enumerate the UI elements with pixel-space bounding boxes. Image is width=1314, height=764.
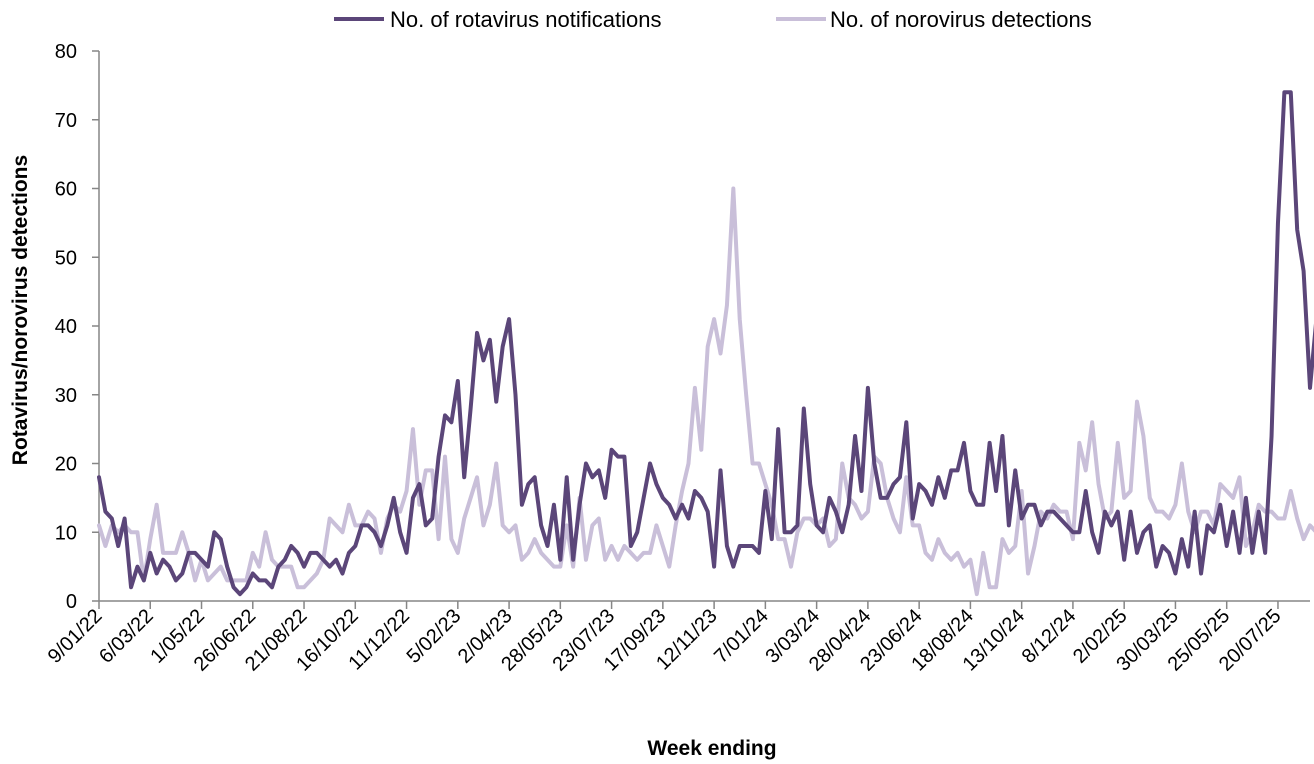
series-line-norovirus: [97, 186, 1314, 597]
y-tick-label: 10: [55, 522, 77, 544]
y-tick-label: 70: [55, 110, 77, 132]
y-tick-label: 60: [55, 179, 77, 201]
y-tick-label: 20: [55, 454, 77, 476]
y-tick-label: 50: [55, 247, 77, 269]
series-line-rotavirus: [97, 90, 1314, 597]
y-tick-label: 80: [55, 41, 77, 63]
y-tick-label: 30: [55, 385, 77, 407]
y-axis: 0 10 20 30 40 50 60 70 80: [55, 41, 100, 613]
y-tick-label: 0: [66, 591, 77, 613]
legend-label-norovirus: No. of norovirus detections: [830, 7, 1092, 32]
x-tick-label: 7/01/24: [710, 605, 773, 668]
x-tick-label: 9/01/22: [44, 605, 107, 668]
legend-label-rotavirus: No. of rotavirus notifications: [390, 7, 661, 32]
x-axis: 9/01/226/03/221/05/2226/06/2221/08/2216/…: [44, 600, 1310, 676]
x-axis-title: Week ending: [647, 737, 776, 760]
x-tick-label: 8/12/24: [1018, 605, 1081, 668]
x-tick-label: 5/02/23: [403, 605, 466, 668]
series-layer: [97, 90, 1314, 597]
y-axis-title: Rotavirus/norovirus detections: [9, 155, 32, 465]
x-tick-label: 6/03/22: [95, 605, 158, 668]
legend: No. of rotavirus notifications No. of no…: [334, 7, 1092, 32]
y-tick-label: 40: [55, 316, 77, 338]
